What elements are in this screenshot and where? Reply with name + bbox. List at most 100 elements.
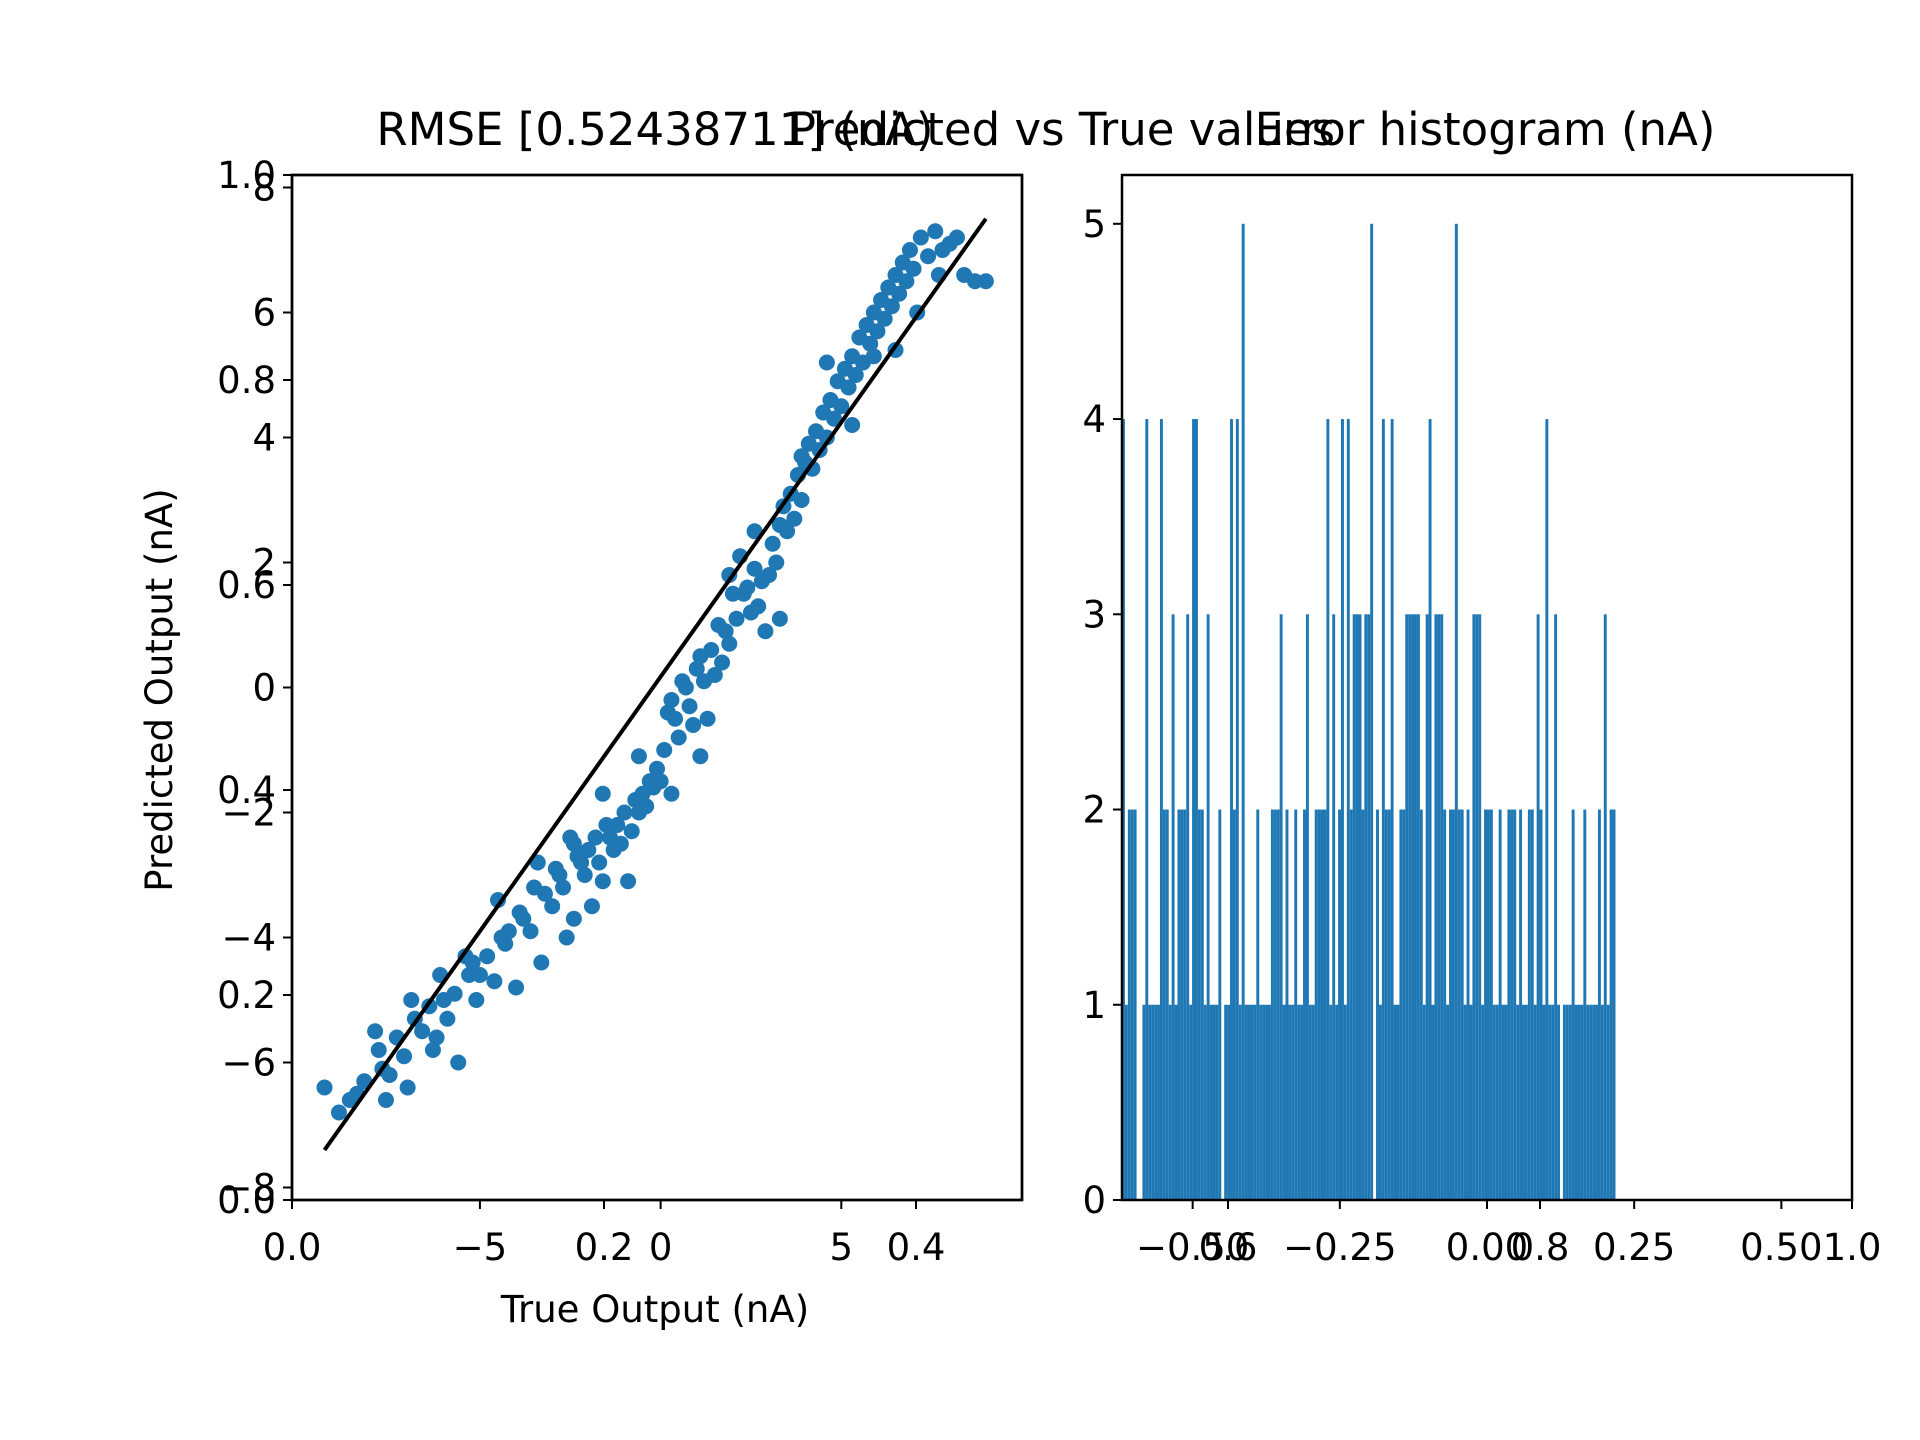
histogram-bar xyxy=(1192,419,1195,1200)
histogram-bar xyxy=(1265,1004,1268,1200)
scatter-point xyxy=(692,648,709,665)
histogram-x-tick-label: −0.25 xyxy=(1283,1226,1396,1269)
scatter-point xyxy=(847,367,864,383)
scatter-point xyxy=(739,579,756,596)
histogram-bar xyxy=(1244,1004,1248,1200)
scatter-point xyxy=(761,567,778,583)
scatter-point xyxy=(818,354,835,371)
scatter-point xyxy=(670,729,687,746)
histogram-bar xyxy=(1434,614,1438,1200)
histogram-bar xyxy=(1230,419,1233,1200)
scatter-point xyxy=(522,923,539,940)
histogram-bar xyxy=(1203,1004,1207,1200)
scatter-point xyxy=(793,448,810,465)
histogram-bar xyxy=(1472,614,1476,1200)
histogram-y-tick-label: 4 xyxy=(1082,398,1106,441)
histogram-bar xyxy=(1355,614,1359,1200)
histogram-bar xyxy=(1446,1004,1450,1200)
histogram-bar xyxy=(1297,1004,1301,1200)
scatter-y-tick-label: 8 xyxy=(252,167,276,210)
histogram-bar xyxy=(1212,1004,1216,1200)
histogram-bar xyxy=(1218,809,1222,1200)
histogram-bar xyxy=(1516,1004,1520,1200)
histogram-y-tick-label: 2 xyxy=(1082,789,1106,832)
scatter-point xyxy=(699,710,716,727)
histogram-bar xyxy=(1457,809,1461,1200)
histogram-bar xyxy=(1492,1004,1496,1200)
histogram-bar xyxy=(1481,1004,1485,1200)
histogram-bar xyxy=(1352,614,1356,1200)
scatter-point xyxy=(891,285,908,302)
histogram-bar xyxy=(1414,614,1417,1200)
scatter-point xyxy=(399,1079,416,1096)
histogram-bar xyxy=(1592,1004,1596,1200)
scatter-y-tick-label: 4 xyxy=(252,417,276,460)
histogram-bar xyxy=(1151,1004,1155,1200)
histogram-bar xyxy=(1504,1004,1508,1200)
scatter-point xyxy=(616,804,633,821)
scatter-point xyxy=(948,229,965,246)
scatter-point xyxy=(977,273,994,290)
histogram-bar xyxy=(1320,809,1324,1200)
scatter-point xyxy=(818,429,835,446)
histogram-bar xyxy=(1545,419,1549,1200)
scatter-point xyxy=(630,748,647,765)
scatter-y-tick-label: 6 xyxy=(252,292,276,335)
histogram-axes: 0 1 2 3 4 5 −0.50 −0.25 0.00 0.25 0.50 xyxy=(1082,173,1854,1269)
histogram-bar xyxy=(1215,1004,1219,1200)
scatter-point xyxy=(663,692,680,708)
histogram-bar xyxy=(1519,809,1523,1200)
histogram-bar xyxy=(1539,809,1543,1200)
scatter-point xyxy=(536,885,553,902)
histogram-bar xyxy=(1612,809,1616,1200)
histogram-bar xyxy=(1227,1004,1231,1200)
histogram-y-tick-label: 1 xyxy=(1082,984,1106,1027)
scatter-point xyxy=(464,954,481,971)
scatter-point xyxy=(920,248,937,265)
base-y-tick-label: 0.0 xyxy=(217,1179,276,1222)
histogram-bar xyxy=(1256,809,1260,1200)
scatter-point xyxy=(493,929,510,946)
histogram-bar xyxy=(1285,809,1289,1200)
histogram-x-tick-label: −0.50 xyxy=(1136,1226,1249,1269)
scatter-x-axis-label: True Output (nA) xyxy=(500,1288,809,1331)
histogram-bar xyxy=(1469,1004,1473,1200)
histogram-bar xyxy=(1554,614,1558,1200)
histogram-bar xyxy=(1308,1004,1312,1200)
histogram-bar xyxy=(1197,809,1201,1200)
histogram-bar xyxy=(1536,614,1540,1200)
histogram-bar xyxy=(1600,1004,1604,1200)
scatter-point xyxy=(721,635,738,652)
scatter-axes: −8 −6 −4 −2 0 2 4 6 8 −5 0 5 xyxy=(221,167,1024,1269)
scatter-point xyxy=(471,967,488,983)
histogram-bar xyxy=(1300,1004,1304,1200)
scatter-point xyxy=(793,492,810,508)
histogram-bar xyxy=(1159,419,1163,1200)
scatter-point xyxy=(688,660,705,677)
scatter-point xyxy=(757,623,774,640)
histogram-bar xyxy=(1338,809,1341,1200)
histogram-bar xyxy=(1562,1004,1566,1200)
histogram-bar xyxy=(1332,614,1336,1200)
scatter-point xyxy=(728,610,745,627)
scatter-point xyxy=(620,873,637,890)
histogram-bar xyxy=(1595,1004,1598,1200)
scatter-point xyxy=(573,854,590,871)
scatter-point xyxy=(768,554,785,571)
histogram-bar xyxy=(1305,614,1309,1200)
scatter-point xyxy=(677,679,694,696)
histogram-bar xyxy=(1276,809,1280,1200)
histogram-bar xyxy=(1586,1004,1590,1200)
histogram-bar xyxy=(1498,809,1502,1200)
histogram-bar xyxy=(1527,809,1531,1200)
scatter-point xyxy=(883,298,900,315)
scatter-point xyxy=(905,260,922,277)
scatter-point xyxy=(612,835,629,852)
histogram-bar xyxy=(1597,809,1601,1200)
histogram-bar xyxy=(1145,419,1149,1200)
histogram-bar xyxy=(1142,1004,1146,1200)
histogram-bar xyxy=(1384,809,1388,1200)
histogram-bar xyxy=(1501,1004,1505,1200)
histogram-bar xyxy=(1183,809,1187,1200)
